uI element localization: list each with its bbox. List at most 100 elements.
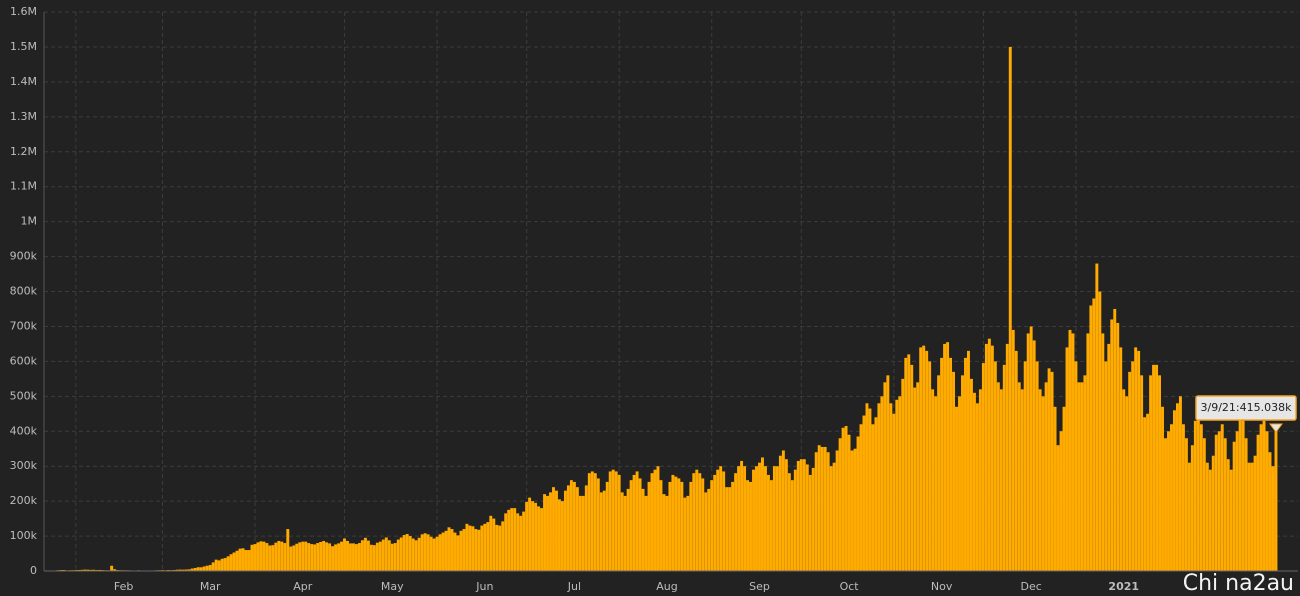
bar [301, 541, 305, 571]
bar [665, 495, 669, 571]
bar [587, 473, 591, 571]
bar [334, 544, 338, 571]
bar [964, 357, 967, 571]
bar [271, 545, 275, 571]
bar [235, 550, 239, 571]
bar [898, 396, 902, 571]
bar [835, 450, 839, 571]
bar [910, 364, 914, 571]
bar [632, 474, 636, 571]
y-tick-label: 200k [10, 494, 38, 507]
bar [722, 471, 726, 571]
bar [605, 481, 609, 571]
bar [680, 481, 684, 571]
bar [578, 495, 582, 571]
bar [453, 532, 457, 571]
bar [1113, 308, 1117, 571]
bar [1125, 396, 1129, 571]
y-tick-label: 300k [10, 459, 38, 472]
bar [1062, 406, 1066, 571]
bar [280, 541, 284, 571]
bar [295, 543, 299, 571]
bar [1235, 431, 1239, 571]
bar [880, 396, 884, 571]
bar [414, 540, 418, 571]
bar [292, 545, 296, 571]
bar [990, 345, 994, 571]
y-tick-label: 1M [21, 215, 38, 228]
bar [495, 524, 499, 571]
bar [244, 550, 248, 571]
bar [1199, 424, 1203, 571]
x-tick-label: May [381, 580, 404, 593]
bar [563, 490, 567, 571]
bar [465, 523, 469, 571]
bar [969, 378, 973, 571]
bar [686, 495, 690, 571]
bar [1232, 441, 1236, 571]
bar [1265, 431, 1269, 571]
bar [232, 552, 236, 571]
bar [635, 471, 639, 571]
bar [331, 546, 335, 571]
y-tick-label: 500k [10, 389, 38, 402]
bar [784, 459, 788, 571]
x-tick-label: Mar [200, 580, 221, 593]
bar [862, 415, 866, 571]
bar [92, 569, 96, 571]
bar [178, 569, 182, 571]
bar [1196, 417, 1200, 571]
bar [86, 569, 90, 571]
bar [1161, 406, 1164, 571]
bar [340, 541, 343, 571]
bar [1178, 396, 1182, 571]
bar [555, 490, 558, 571]
bar [1146, 413, 1150, 571]
bar [662, 494, 666, 571]
bar [907, 354, 911, 571]
bar [1259, 424, 1263, 571]
bar [972, 392, 976, 571]
bar [653, 469, 657, 571]
bar [396, 539, 400, 571]
bar [202, 566, 206, 571]
bar [1217, 431, 1221, 571]
x-tick-label: Aug [656, 580, 677, 593]
bar [363, 537, 367, 571]
bar [310, 544, 314, 571]
bar [274, 542, 278, 571]
bar [844, 426, 848, 571]
bar [540, 508, 544, 571]
bar [710, 480, 714, 571]
bar [1181, 424, 1185, 571]
bar [820, 446, 824, 571]
bar [755, 466, 758, 571]
bar [599, 492, 603, 571]
x-tick-label: Nov [931, 580, 953, 593]
bar [629, 480, 633, 571]
bar [1056, 445, 1060, 571]
bar [98, 569, 102, 571]
bar [886, 375, 890, 571]
x-tick-label: Dec [1021, 580, 1042, 593]
bar [1211, 455, 1215, 571]
bar [1244, 438, 1248, 571]
bar [441, 532, 445, 571]
bar [283, 543, 287, 571]
bar [668, 481, 672, 571]
bar [1041, 396, 1045, 571]
bar [1083, 375, 1087, 571]
bar [483, 523, 487, 571]
bar [1140, 375, 1144, 571]
bar [337, 543, 341, 571]
bar [1131, 361, 1135, 571]
bar [1152, 364, 1156, 571]
y-tick-label: 1.6M [10, 5, 37, 18]
bar [226, 556, 230, 571]
bar [411, 538, 415, 571]
bar [474, 529, 478, 571]
y-tick-label: 400k [10, 424, 38, 437]
bar [593, 473, 597, 571]
bar [366, 540, 370, 571]
bar [181, 569, 185, 571]
